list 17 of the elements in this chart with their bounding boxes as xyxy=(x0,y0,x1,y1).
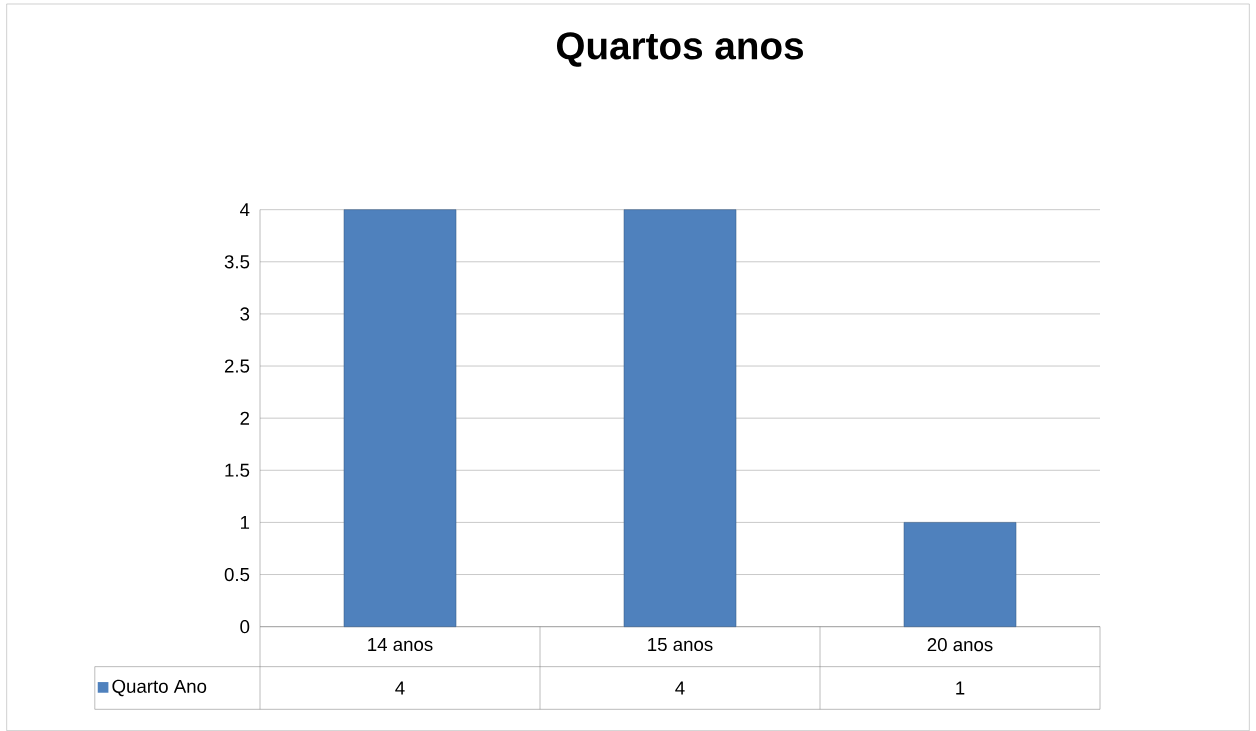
y-tick-label: 1.5 xyxy=(225,463,250,477)
y-tick-label: 2 xyxy=(240,411,250,425)
x-tick-label: 14 anos xyxy=(368,638,433,652)
x-tick-label: 20 anos xyxy=(927,638,993,652)
y-tick-label: 2.5 xyxy=(224,359,250,373)
y-tick-label: 4 xyxy=(240,203,250,217)
y-tick-label: 1 xyxy=(241,516,250,529)
data-label: 4 xyxy=(675,681,685,695)
y-tick-label: 3.5 xyxy=(224,255,250,269)
y-tick-label: 0 xyxy=(240,620,250,634)
data-label: 4 xyxy=(395,681,405,695)
chart-title: Quartos anos xyxy=(556,32,803,67)
legend-label: Quarto Ano xyxy=(112,679,207,697)
y-tick-label: 0.5 xyxy=(224,567,250,582)
y-tick-label: 3 xyxy=(240,307,250,321)
x-tick-label: 15 anos xyxy=(648,638,713,652)
data-label: 1 xyxy=(956,681,965,695)
